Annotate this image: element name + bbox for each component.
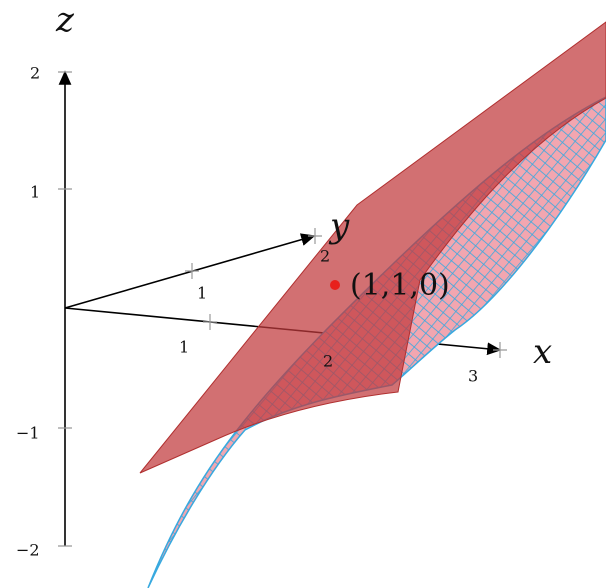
z-ticks (58, 71, 72, 547)
x-label: x (533, 332, 552, 372)
tick-marks (58, 71, 507, 547)
red-plane (139, 21, 606, 474)
z-tick-label: −1 (16, 424, 40, 443)
tangent-point (330, 280, 340, 290)
z-tick-label: 1 (30, 183, 40, 202)
point-label: (1,1,0) (350, 268, 450, 303)
z-tick-label: −2 (16, 541, 40, 560)
z-tick-label: 2 (30, 64, 40, 83)
y-tick-label: 1 (197, 284, 207, 303)
z-label: z (55, 0, 75, 40)
x-tick-label: 1 (179, 338, 189, 357)
x-tick-label: 3 (468, 367, 478, 386)
y-ticks (185, 228, 322, 279)
y-label: y (328, 206, 350, 246)
x-tick-label: 2 (323, 352, 333, 371)
y-tick-label: 2 (320, 247, 330, 266)
y-axis (64, 233, 316, 309)
